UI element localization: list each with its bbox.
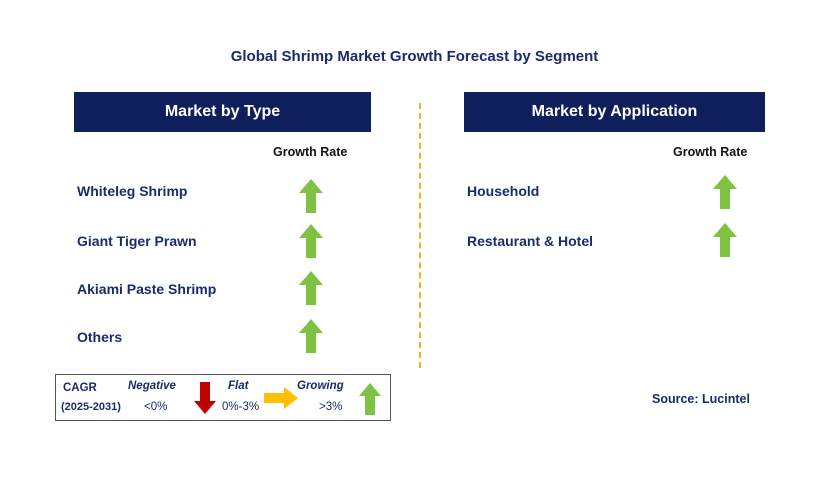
type-growth-rate-header: Growth Rate — [273, 145, 348, 159]
market-by-application-header: Market by Application — [464, 92, 765, 132]
up-arrow-icon — [359, 383, 381, 415]
application-row-label: Household — [467, 183, 540, 199]
legend-growing-range: >3% — [319, 401, 343, 413]
legend-period: (2025-2031) — [61, 401, 121, 413]
up-arrow-icon — [299, 224, 323, 258]
legend-flat-label: Flat — [228, 380, 249, 392]
legend-cagr-label: CAGR — [63, 382, 97, 394]
up-arrow-icon — [299, 319, 323, 353]
right-arrow-icon — [264, 387, 298, 409]
application-row-label: Restaurant & Hotel — [467, 233, 594, 249]
type-row-label: Others — [77, 329, 123, 345]
legend-growing-label: Growing — [297, 380, 344, 392]
panel-divider — [419, 103, 421, 368]
type-row-label: Whiteleg Shrimp — [77, 183, 188, 199]
type-row-label: Giant Tiger Prawn — [77, 233, 197, 249]
up-arrow-icon — [713, 223, 737, 257]
type-row-label: Akiami Paste Shrimp — [77, 281, 217, 297]
cagr-legend: CAGR (2025-2031) Negative <0% Flat 0%-3%… — [55, 374, 391, 421]
up-arrow-icon — [713, 175, 737, 209]
legend-negative-label: Negative — [128, 380, 176, 392]
up-arrow-icon — [299, 179, 323, 213]
page-title: Global Shrimp Market Growth Forecast by … — [230, 48, 599, 65]
legend-negative-range: <0% — [144, 401, 168, 413]
market-by-type-header: Market by Type — [74, 92, 371, 132]
application-growth-rate-header: Growth Rate — [673, 145, 748, 159]
legend-flat-range: 0%-3% — [222, 401, 260, 413]
up-arrow-icon — [299, 271, 323, 305]
source-label: Source: Lucintel — [652, 392, 750, 406]
down-arrow-icon — [194, 382, 216, 414]
